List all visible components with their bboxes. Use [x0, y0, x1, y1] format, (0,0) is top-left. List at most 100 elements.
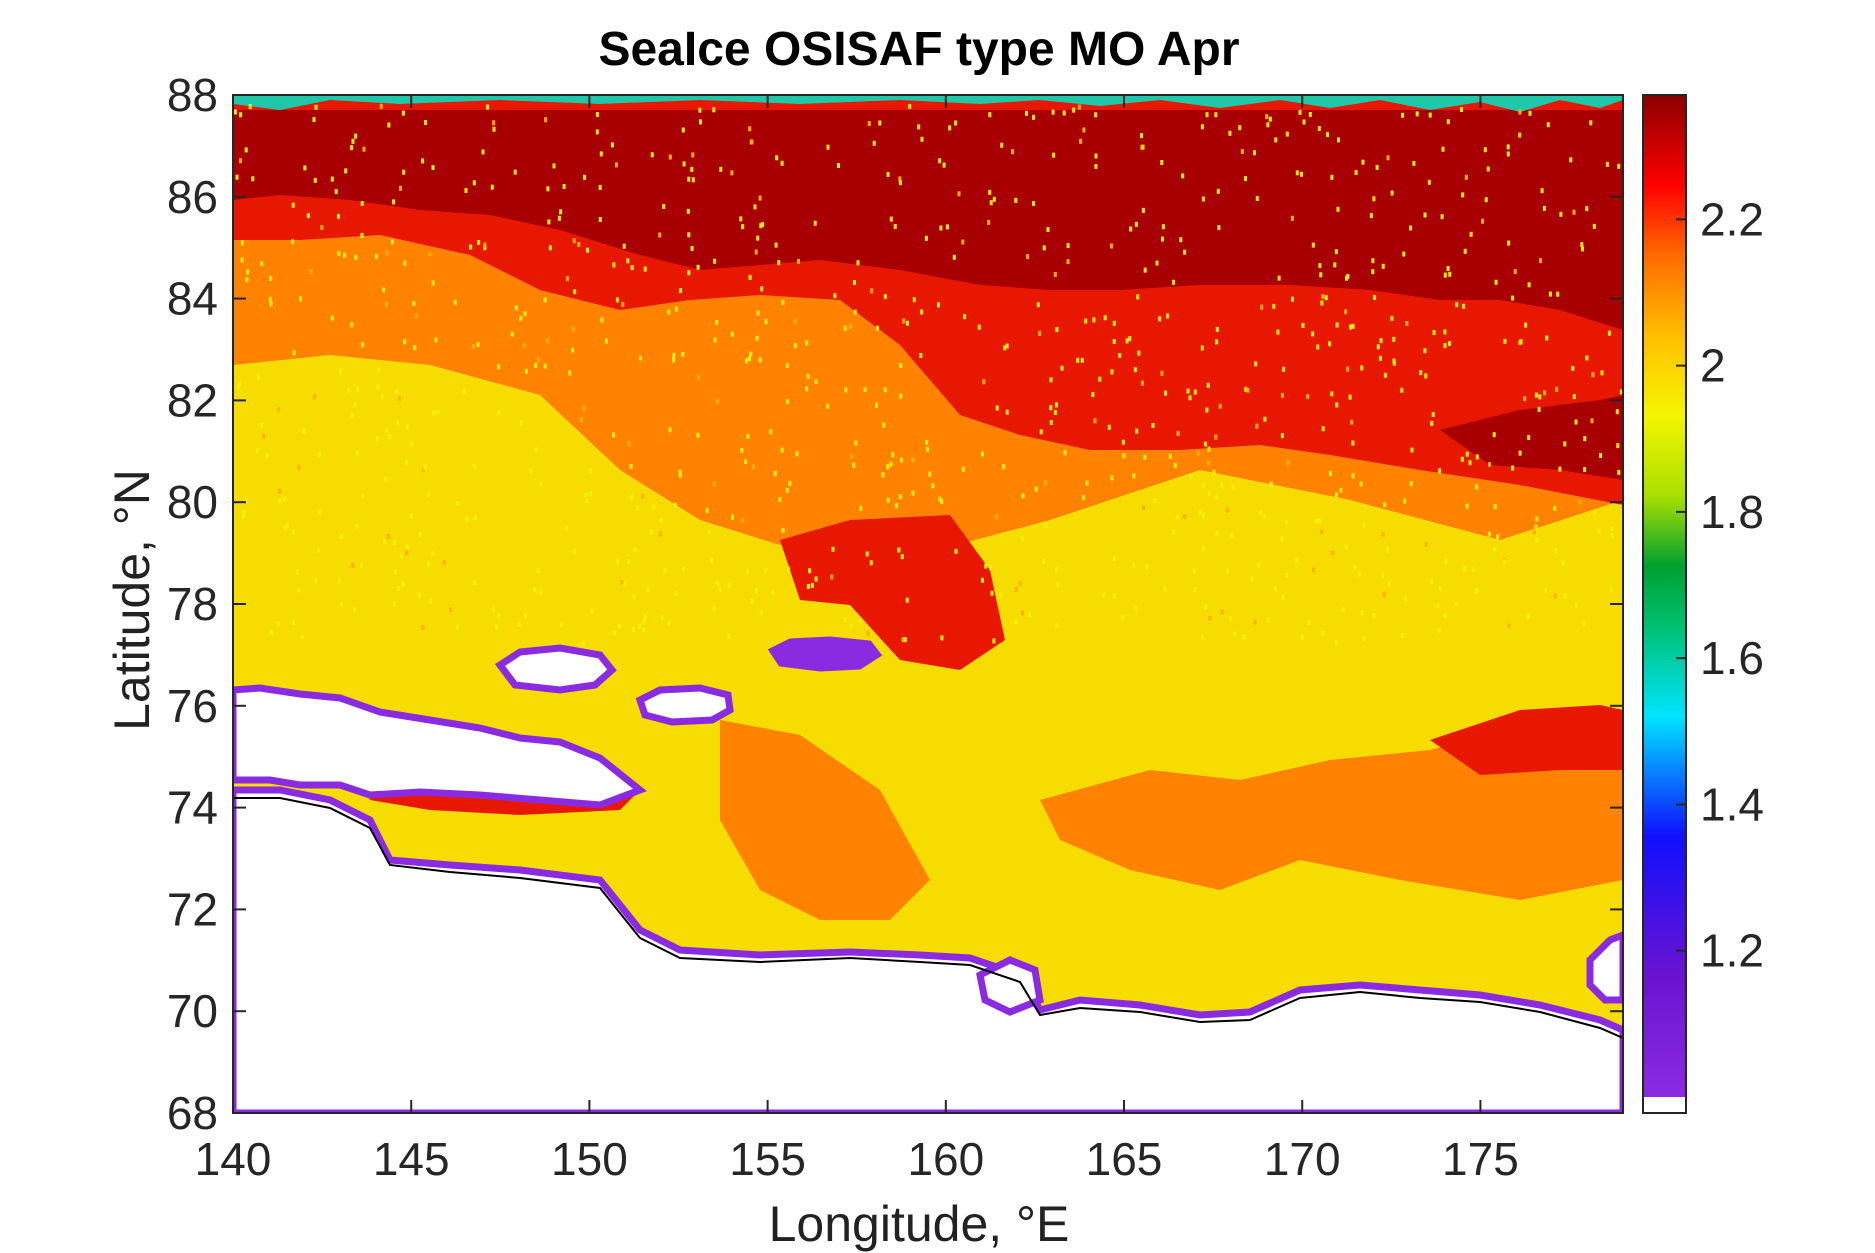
speckle — [627, 559, 631, 564]
speckle — [989, 565, 993, 571]
speckle — [1373, 295, 1377, 300]
y-tick-label: 86 — [167, 171, 218, 223]
speckle — [931, 483, 935, 489]
speckle — [309, 269, 313, 274]
speckle — [785, 487, 789, 493]
speckle — [1290, 215, 1294, 221]
speckle — [1300, 171, 1303, 177]
speckle — [1540, 188, 1544, 194]
speckle — [1268, 116, 1272, 122]
speckle — [353, 402, 357, 408]
speckle — [396, 420, 400, 426]
speckle — [883, 387, 887, 393]
speckle — [1066, 243, 1070, 249]
speckle — [1558, 466, 1562, 472]
speckle — [612, 630, 616, 636]
speckle — [1143, 454, 1147, 460]
speckle — [338, 578, 341, 584]
speckle — [1448, 271, 1452, 277]
speckle — [744, 459, 748, 465]
speckle — [534, 447, 538, 453]
speckle — [583, 174, 587, 180]
speckle — [340, 533, 344, 539]
speckle — [1448, 341, 1451, 346]
speckle — [1553, 505, 1557, 511]
speckle — [710, 557, 714, 563]
darkred-north — [233, 110, 1623, 330]
speckle — [697, 374, 701, 380]
speckle — [483, 245, 487, 251]
speckle — [1511, 295, 1515, 301]
speckle — [718, 587, 722, 593]
speckle — [867, 121, 871, 126]
speckle — [431, 280, 435, 286]
speckle — [1216, 188, 1220, 194]
y-tick-label: 80 — [167, 476, 218, 528]
speckle — [548, 245, 552, 251]
speckle — [547, 219, 551, 225]
speckle — [268, 296, 272, 302]
speckle — [393, 540, 397, 545]
speckle — [748, 274, 752, 280]
speckle — [1014, 619, 1018, 625]
speckle — [1291, 296, 1294, 302]
speckle — [1361, 159, 1365, 165]
speckle — [981, 451, 984, 457]
speckle — [514, 305, 518, 311]
speckle — [1381, 531, 1385, 537]
speckle — [392, 199, 396, 205]
speckle — [859, 505, 863, 511]
speckle — [361, 493, 365, 499]
speckle — [1207, 446, 1211, 452]
speckle — [1133, 367, 1137, 373]
speckle — [908, 103, 912, 109]
speckle — [1412, 160, 1416, 166]
colorbar-gradient — [1643, 95, 1686, 1097]
speckle — [1046, 227, 1050, 232]
speckle — [559, 209, 563, 215]
speckle — [354, 133, 358, 139]
y-tick-label: 74 — [167, 782, 218, 834]
speckle — [1483, 147, 1487, 153]
speckle — [1437, 628, 1441, 634]
speckle — [1314, 518, 1318, 524]
speckle — [246, 269, 250, 275]
speckle — [1055, 402, 1058, 408]
speckle — [473, 579, 477, 585]
speckle — [623, 581, 627, 586]
speckle — [652, 504, 656, 510]
speckle — [1528, 110, 1532, 116]
speckle — [1163, 586, 1167, 592]
speckle — [456, 501, 460, 507]
speckle — [715, 319, 719, 325]
speckle — [761, 222, 765, 227]
speckle — [1141, 380, 1144, 386]
speckle — [1427, 179, 1431, 185]
speckle — [906, 320, 909, 326]
speckle — [1298, 109, 1302, 115]
speckle — [1539, 258, 1542, 264]
speckle — [771, 590, 775, 595]
speckle — [1436, 603, 1440, 608]
speckle — [1228, 130, 1232, 136]
speckle — [404, 459, 408, 465]
speckle — [600, 317, 604, 323]
speckle — [1308, 112, 1312, 117]
speckle — [1122, 453, 1126, 459]
speckle — [982, 379, 986, 385]
speckle — [674, 502, 677, 508]
speckle — [313, 394, 317, 400]
speckle — [1135, 428, 1139, 434]
speckle — [1336, 206, 1340, 212]
speckle — [589, 491, 593, 497]
speckle — [239, 158, 242, 164]
colorbar: 1.2 1.4 1.6 1.8 2 2.2 — [1642, 94, 1764, 1114]
speckle — [1424, 541, 1428, 547]
speckle — [1461, 192, 1465, 198]
y-tick-label: 72 — [167, 883, 218, 935]
speckle — [244, 498, 248, 504]
speckle — [1443, 272, 1447, 278]
speckle — [1018, 580, 1022, 586]
speckle — [1112, 556, 1116, 562]
y-tick-label: 84 — [167, 273, 218, 325]
